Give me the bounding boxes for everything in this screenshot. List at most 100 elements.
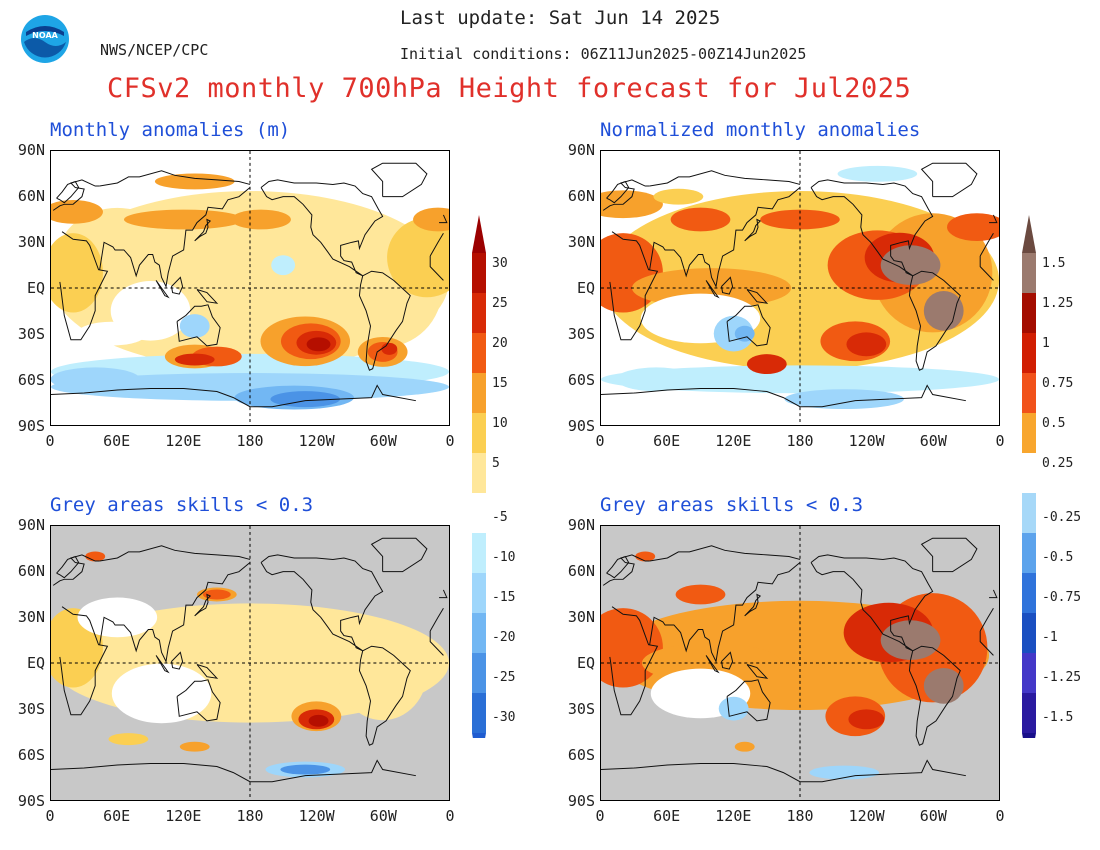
anomaly-region	[51, 367, 140, 392]
lon-tick-label: 0	[995, 432, 1005, 450]
org-label: NWS/NCEP/CPC	[100, 41, 209, 59]
colorbar-anomaly-segment	[472, 653, 486, 693]
colorbar-anomaly-label: 25	[492, 296, 508, 311]
lon-tick-label: 60E	[103, 807, 131, 825]
coastline	[171, 276, 184, 295]
map-panel-bottom-right	[600, 525, 1000, 801]
anomaly-region	[923, 667, 964, 704]
lat-tick-label: EQ	[26, 279, 45, 297]
lat-tick-label: 60S	[567, 371, 595, 389]
coastline	[176, 304, 221, 347]
anomaly-region	[413, 207, 449, 232]
lat-tick-label: 30S	[567, 700, 595, 718]
anomaly-region	[947, 213, 999, 242]
lat-tick-label: EQ	[26, 654, 45, 672]
anomaly-region	[51, 233, 103, 313]
colorbar-normalized-segment	[1022, 533, 1036, 573]
coastline	[920, 537, 978, 573]
coastline	[810, 179, 934, 277]
coastline	[601, 759, 966, 783]
colorbar-anomaly-segment	[472, 573, 486, 613]
colorbar-anomaly-segment	[472, 413, 486, 453]
anomaly-region	[653, 188, 704, 205]
coastline	[260, 179, 384, 277]
anomaly-region	[848, 709, 885, 730]
colorbar-normalized-svg: 1.5 1.25 1 0.75 0.5 0.25 -0.25 -0.5 -0.75 -1 -1.25…	[1022, 215, 1081, 773]
colorbar-normalized-label: -0.5	[1042, 550, 1073, 565]
coastline	[609, 231, 994, 341]
colorbar-normalized-label: -0.25	[1042, 510, 1080, 525]
coastline	[744, 593, 762, 617]
coastline	[171, 651, 184, 670]
colorbar-anomaly-label: -10	[492, 550, 515, 565]
coastline	[602, 554, 998, 599]
colorbar-anomaly-label: -30	[492, 710, 515, 725]
lat-tick-label: 30N	[17, 608, 45, 626]
anomaly-region	[809, 765, 880, 780]
colorbar-normalized-segment	[1022, 413, 1036, 453]
coastline	[260, 554, 384, 652]
page-title: CFSv2 monthly 700hPa Height forecast for…	[107, 73, 912, 104]
lon-tick-label: 60E	[653, 807, 681, 825]
colorbar-normalized-segment	[1022, 293, 1036, 333]
lat-tick-label: 60S	[17, 371, 45, 389]
map-svg	[601, 151, 999, 425]
coastline	[196, 289, 219, 304]
colorbar-anomaly-segment	[472, 453, 486, 493]
colorbar-anomaly-label: 10	[492, 416, 508, 431]
colorbar-anomaly-label: -25	[492, 670, 515, 685]
coastline	[609, 606, 994, 716]
lat-tick-label: 30N	[567, 233, 595, 251]
coastline	[194, 593, 212, 617]
lon-tick-label: 180	[786, 807, 814, 825]
anomaly-region	[675, 584, 726, 605]
lat-tick-label: 30S	[17, 325, 45, 343]
lon-tick-label: 0	[445, 432, 455, 450]
coastline	[59, 231, 444, 341]
anomaly-region	[179, 314, 210, 338]
lon-tick-label: 60W	[369, 807, 397, 825]
coastline	[602, 179, 998, 224]
coastline	[99, 187, 251, 289]
colorbar-normalized-segment	[1022, 653, 1036, 693]
coastline	[176, 679, 221, 722]
coastline	[51, 384, 416, 408]
coastline	[196, 664, 219, 679]
lat-tick-label: 30S	[567, 325, 595, 343]
lon-tick-label: 0	[595, 807, 605, 825]
anomaly-region	[713, 315, 754, 352]
colorbar-normalized-segment	[1022, 693, 1036, 733]
anomaly-region	[271, 255, 296, 276]
colorbar-anomaly-bottom-arrow	[472, 733, 486, 773]
coastline	[726, 679, 771, 722]
anomaly-region	[734, 325, 755, 342]
anomaly-region	[601, 190, 663, 219]
map-panel-top-right	[600, 150, 1000, 426]
lon-tick-label: 0	[45, 807, 55, 825]
anomaly-region	[337, 620, 428, 721]
lat-tick-label: 90N	[567, 516, 595, 534]
coastline	[746, 664, 769, 679]
last-update-text: Last update: Sat Jun 14 2025	[400, 7, 721, 29]
lon-tick-label: 180	[236, 432, 264, 450]
lat-tick-label: 60N	[567, 562, 595, 580]
colorbar-normalized-segment	[1022, 373, 1036, 413]
anomaly-region	[231, 209, 291, 230]
lon-tick-label: 120E	[715, 807, 752, 825]
coastline	[56, 180, 80, 204]
anomaly-region	[381, 342, 398, 355]
colorbar-anomaly-label: -15	[492, 590, 515, 605]
panel-title-top-right: Normalized monthly anomalies	[600, 119, 921, 141]
lon-tick-label: 120W	[848, 432, 885, 450]
coastline	[649, 545, 801, 562]
lat-tick-label: 60N	[567, 187, 595, 205]
coastline	[606, 180, 630, 204]
coastline	[155, 280, 170, 299]
anomaly-region	[280, 764, 331, 775]
colorbar-anomaly-label: 5	[492, 456, 500, 471]
coastline	[908, 270, 961, 371]
colorbar-normalized-segment	[1022, 253, 1036, 293]
anomaly-region	[923, 290, 964, 331]
lat-tick-label: EQ	[576, 279, 595, 297]
anomaly-region	[837, 165, 918, 182]
